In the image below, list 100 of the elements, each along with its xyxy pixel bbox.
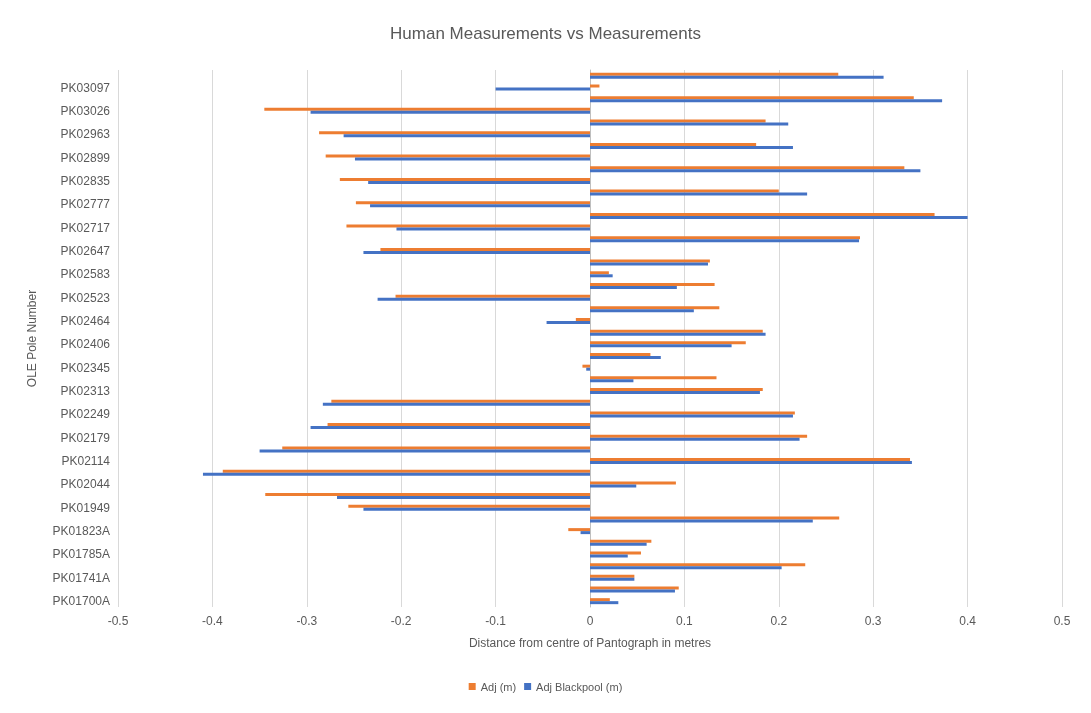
y-tick-label: PK02717 [60,220,111,235]
y-tick-label: PK01700A [52,594,110,609]
bar [377,297,590,301]
legend-label: Adj (m) [480,680,517,693]
bar [265,493,590,497]
bar [590,551,641,555]
bar [327,423,590,427]
bar [590,484,637,488]
bar [222,469,590,473]
bar [590,189,779,193]
y-tick-label: PK01949 [60,500,111,515]
bar [590,437,800,441]
bar [343,134,590,138]
bar [590,481,676,485]
x-tick-label: 0.5 [1053,614,1071,628]
y-tick-label: PK02899 [60,150,111,165]
y-tick-label: PK02313 [60,384,111,399]
bar [363,507,590,511]
y-tick-label: PK02963 [60,127,111,142]
bar [590,344,732,348]
x-tick-label: 0.3 [864,614,882,628]
bar [590,282,715,286]
bar [590,519,813,523]
bar [395,294,590,298]
bar [346,224,590,228]
x-tick-label: 0 [586,614,594,628]
bar [590,379,634,383]
bar [575,317,590,321]
bar [319,131,590,135]
bar [590,434,808,438]
y-tick-label: PK02044 [60,477,111,492]
y-tick-label: PK02406 [60,337,111,352]
bar [590,516,840,520]
bar [590,566,782,570]
y-axis-title: OLE Pole Number [25,289,39,388]
bar [590,96,914,100]
bar [590,75,884,79]
bar [590,539,652,543]
bar [590,212,935,216]
bar [590,122,789,126]
bar [337,496,590,500]
bar [590,169,921,173]
legend-label: Adj Blackpool (m) [536,680,623,693]
bar [282,446,590,450]
bar [590,563,806,567]
bar [370,204,590,208]
bar [590,376,717,380]
y-tick-label: PK01741A [52,570,110,585]
bar [259,449,590,453]
bar [590,309,694,313]
x-tick-label: 0.2 [770,614,788,628]
bar [590,274,613,278]
chart-title: Human Measurements vs Measurements [390,24,701,43]
bar [380,247,590,251]
y-tick-label: PK02249 [60,407,111,422]
bar [582,364,590,368]
bar [348,504,590,508]
y-tick-label: PK02647 [60,243,111,258]
bar [590,142,757,146]
y-tick-label: PK02179 [60,430,111,445]
y-tick-label: PK02345 [60,360,111,375]
x-axis-title: Distance from centre of Pantograph in metres [468,636,712,650]
y-tick-label: PK03097 [60,80,111,95]
bar [590,586,679,590]
bar [339,177,590,181]
bar [590,119,766,123]
bar [546,320,590,324]
bar [590,542,647,546]
bar [590,353,651,357]
bar [368,180,590,184]
bar [322,402,590,406]
bar [331,399,590,403]
y-tick-label: PK01785A [52,547,110,562]
bar [354,157,590,161]
bar [568,528,590,532]
y-tick-label: PK01823A [52,524,110,539]
x-tick-label: -0.2 [390,614,412,628]
bar [586,367,590,371]
bar [590,589,675,593]
x-tick-label: -0.1 [485,614,507,628]
y-tick-label: PK03026 [60,103,111,118]
bar [264,107,590,111]
x-tick-label: -0.3 [296,614,318,628]
x-tick-label: -0.4 [202,614,224,628]
bar [590,215,968,219]
y-tick-label: PK02835 [60,173,111,188]
bar [590,601,619,605]
bar [590,356,661,360]
x-tick-label: 0.1 [676,614,694,628]
bar [590,99,943,103]
bar [355,201,590,205]
bar [363,250,590,254]
bar [590,306,720,310]
bar [310,110,590,114]
bar [495,87,590,91]
bar [310,426,590,430]
bar [590,271,609,275]
bar [590,554,628,558]
bar [590,145,793,149]
bar [396,227,590,231]
